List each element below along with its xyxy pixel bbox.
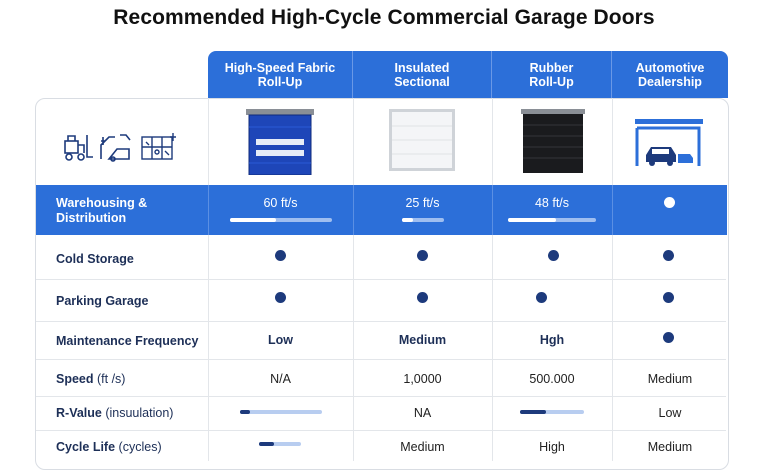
cycle-life-value: Medium — [400, 440, 445, 454]
column-divider — [353, 98, 354, 461]
column-header-line: High-Speed Fabric — [224, 60, 336, 75]
row-label-cold-storage: Cold Storage — [56, 252, 134, 266]
column-header-insulated-sectional: Insulated Sectional — [353, 51, 492, 98]
availability-dot — [417, 250, 428, 261]
r-value-value: NA — [413, 406, 432, 420]
insulated-door-image — [389, 109, 455, 171]
row-label-warehousing: Warehousing & Distribution — [56, 196, 147, 226]
row-label-r-value: R-Value (insuulation) — [56, 406, 173, 421]
column-divider — [492, 98, 493, 461]
availability-dot — [663, 292, 674, 303]
speed-value: 48 ft/s — [534, 196, 570, 210]
r-value-bar — [240, 410, 322, 414]
r-value-bar-fill — [240, 410, 250, 414]
forklift-icon — [64, 135, 93, 161]
availability-dot — [663, 332, 674, 343]
cycle-life-bar — [259, 442, 301, 446]
row-label-unit: (ft /s) — [97, 372, 126, 386]
r-value-value: Low — [658, 406, 682, 420]
speed-bar-fill — [402, 218, 413, 222]
row-warehousing-distribution — [36, 185, 727, 235]
maintenance-value: Low — [268, 333, 293, 347]
availability-dot — [275, 292, 286, 303]
row-label-text: Speed — [56, 372, 94, 386]
speed-value: 500.000 — [529, 372, 575, 386]
row-divider — [36, 321, 726, 322]
row-label-text: R-Value — [56, 406, 102, 420]
cycle-life-value: Medium — [647, 440, 693, 454]
column-header-line: Roll-Up — [529, 74, 574, 89]
speed-value: 60 ft/s — [263, 196, 298, 210]
column-header-line: Insulated — [394, 60, 450, 75]
availability-dot — [548, 250, 559, 261]
comparison-table — [35, 98, 729, 470]
row-label-parking-garage: Parking Garage — [56, 294, 149, 308]
availability-dot — [663, 250, 674, 261]
column-header-line: Roll-Up — [257, 74, 303, 89]
row-label-line: Warehousing & — [56, 196, 148, 210]
speed-bar — [508, 218, 596, 222]
speed-value: 1,0000 — [403, 372, 442, 386]
column-header-automotive-dealership: Automotive Dealership — [612, 51, 728, 98]
row-divider — [36, 396, 726, 397]
row-divider — [36, 359, 726, 360]
column-header-line: Automotive — [635, 60, 705, 75]
availability-dot — [664, 197, 675, 208]
column-header-line: Dealership — [638, 74, 702, 89]
row-label-cycle-life: Cycle Life (cycles) — [56, 440, 162, 455]
column-header-line: Rubber — [529, 60, 574, 75]
column-header-high-speed-fabric: High-Speed Fabric Roll-Up — [208, 51, 353, 98]
truck-dock-icon — [100, 134, 131, 162]
row-label-speed: Speed (ft /s) — [56, 372, 125, 387]
blueprint-icon — [141, 133, 176, 160]
speed-value: Medium — [647, 372, 693, 386]
speed-value: 25 ft/s — [405, 196, 440, 210]
dealership-garage-icon — [635, 119, 703, 166]
row-divider — [36, 279, 726, 280]
column-divider — [612, 98, 613, 461]
maintenance-value: Medium — [398, 333, 447, 347]
fabric-door-image — [246, 109, 314, 175]
speed-bar-fill — [508, 218, 557, 222]
r-value-bar — [520, 410, 584, 414]
row-label-unit: (cycles) — [118, 440, 162, 454]
row-label-text: Cycle Life — [56, 440, 116, 454]
row-label-maintenance: Maintenance Frequency — [56, 334, 199, 348]
cycle-life-bar-fill — [259, 442, 274, 446]
speed-value: N/A — [270, 372, 291, 386]
r-value-bar-fill — [520, 410, 546, 414]
speed-bar — [230, 218, 332, 222]
speed-bar-fill — [230, 218, 276, 222]
maintenance-value: Hgh — [539, 333, 565, 347]
column-header-line: Sectional — [394, 74, 450, 89]
row-label-unit: (insuulation) — [105, 406, 174, 420]
column-divider — [208, 98, 209, 461]
speed-bar — [402, 218, 444, 222]
cycle-life-value: High — [539, 440, 565, 454]
availability-dot — [417, 292, 428, 303]
rubber-door-image — [521, 109, 585, 173]
row-label-line: Distribution — [56, 211, 127, 225]
row-divider — [36, 430, 726, 431]
availability-dot — [275, 250, 286, 261]
availability-dot — [536, 292, 547, 303]
column-header-rubber-roll-up: Rubber Roll-Up — [492, 51, 612, 98]
page-title: Recommended High-Cycle Commercial Garage… — [113, 6, 655, 29]
